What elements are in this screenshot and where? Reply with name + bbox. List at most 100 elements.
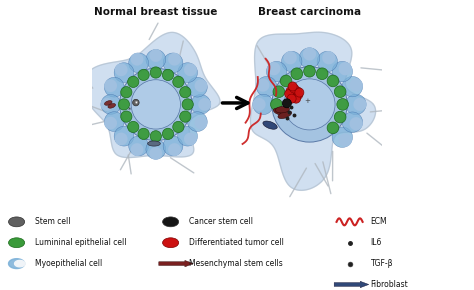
Ellipse shape: [275, 106, 290, 113]
Polygon shape: [252, 98, 265, 111]
Circle shape: [287, 94, 296, 103]
Circle shape: [327, 75, 339, 87]
Circle shape: [290, 84, 299, 93]
Circle shape: [271, 99, 282, 110]
Text: Fibroblast: Fibroblast: [371, 280, 409, 289]
Circle shape: [173, 76, 184, 88]
Ellipse shape: [273, 108, 287, 115]
Polygon shape: [338, 133, 352, 147]
Text: *: *: [135, 100, 137, 105]
Polygon shape: [194, 79, 208, 92]
Circle shape: [304, 65, 315, 77]
Polygon shape: [191, 95, 210, 114]
Polygon shape: [267, 62, 281, 75]
Circle shape: [121, 111, 132, 122]
Polygon shape: [115, 133, 128, 145]
Polygon shape: [115, 64, 128, 76]
Polygon shape: [104, 79, 117, 92]
Ellipse shape: [104, 101, 112, 105]
Polygon shape: [146, 50, 166, 69]
Circle shape: [327, 122, 339, 134]
Circle shape: [295, 88, 304, 97]
Circle shape: [291, 68, 302, 79]
Polygon shape: [338, 62, 352, 75]
Circle shape: [173, 121, 184, 133]
Circle shape: [272, 67, 347, 142]
Polygon shape: [131, 143, 144, 156]
Circle shape: [150, 131, 162, 142]
Circle shape: [9, 217, 25, 227]
Ellipse shape: [108, 104, 116, 108]
Circle shape: [284, 79, 335, 130]
Circle shape: [334, 111, 346, 123]
Text: Mesenchymal stem cells: Mesenchymal stem cells: [189, 259, 283, 268]
Polygon shape: [346, 94, 366, 115]
Polygon shape: [100, 98, 113, 111]
Polygon shape: [187, 112, 207, 131]
Polygon shape: [349, 79, 363, 92]
Polygon shape: [149, 49, 162, 62]
Polygon shape: [266, 61, 287, 82]
Text: Myoepithelial cell: Myoepithelial cell: [35, 259, 102, 268]
Polygon shape: [104, 77, 124, 97]
Polygon shape: [317, 51, 337, 72]
Circle shape: [131, 80, 181, 129]
Circle shape: [334, 86, 346, 97]
Polygon shape: [129, 53, 148, 73]
Circle shape: [288, 82, 297, 91]
Text: Normal breast tissue: Normal breast tissue: [94, 7, 218, 17]
Polygon shape: [131, 53, 144, 66]
Polygon shape: [163, 53, 183, 73]
Text: ECM: ECM: [371, 217, 387, 226]
Circle shape: [283, 99, 292, 108]
Circle shape: [163, 128, 173, 139]
Text: Cancer stem cell: Cancer stem cell: [189, 217, 253, 226]
Circle shape: [316, 68, 328, 79]
Polygon shape: [353, 98, 366, 111]
Text: TGF-β: TGF-β: [371, 259, 393, 268]
Polygon shape: [283, 51, 297, 64]
Circle shape: [118, 99, 129, 110]
Ellipse shape: [263, 121, 277, 129]
Circle shape: [150, 67, 162, 78]
Polygon shape: [187, 77, 207, 97]
Circle shape: [138, 128, 149, 139]
Polygon shape: [168, 143, 181, 156]
Circle shape: [285, 89, 294, 99]
Circle shape: [163, 69, 173, 81]
Circle shape: [293, 87, 302, 96]
Polygon shape: [146, 139, 166, 159]
Polygon shape: [250, 32, 375, 190]
Polygon shape: [342, 112, 363, 132]
Text: IL6: IL6: [371, 238, 382, 247]
Circle shape: [280, 75, 292, 87]
Circle shape: [9, 238, 25, 248]
Circle shape: [180, 87, 191, 98]
Polygon shape: [114, 63, 134, 82]
Text: Differentiated tumor cell: Differentiated tumor cell: [189, 238, 283, 247]
Polygon shape: [332, 61, 353, 82]
Circle shape: [293, 90, 303, 99]
Polygon shape: [101, 95, 121, 114]
Circle shape: [182, 99, 193, 110]
Circle shape: [337, 99, 348, 110]
Polygon shape: [149, 147, 162, 160]
Polygon shape: [168, 53, 181, 66]
Polygon shape: [256, 79, 270, 92]
Circle shape: [128, 76, 139, 88]
Circle shape: [163, 238, 179, 248]
Circle shape: [289, 90, 298, 99]
Circle shape: [292, 94, 301, 103]
Polygon shape: [84, 32, 220, 157]
Circle shape: [138, 69, 149, 81]
Ellipse shape: [278, 111, 292, 119]
Text: Breast carcinoma: Breast carcinoma: [258, 7, 361, 17]
Polygon shape: [198, 98, 211, 111]
Polygon shape: [299, 48, 319, 68]
Circle shape: [180, 111, 191, 122]
Polygon shape: [322, 51, 336, 64]
Text: *: *: [128, 107, 131, 113]
Polygon shape: [194, 117, 208, 130]
Circle shape: [121, 87, 132, 98]
Polygon shape: [178, 63, 198, 82]
